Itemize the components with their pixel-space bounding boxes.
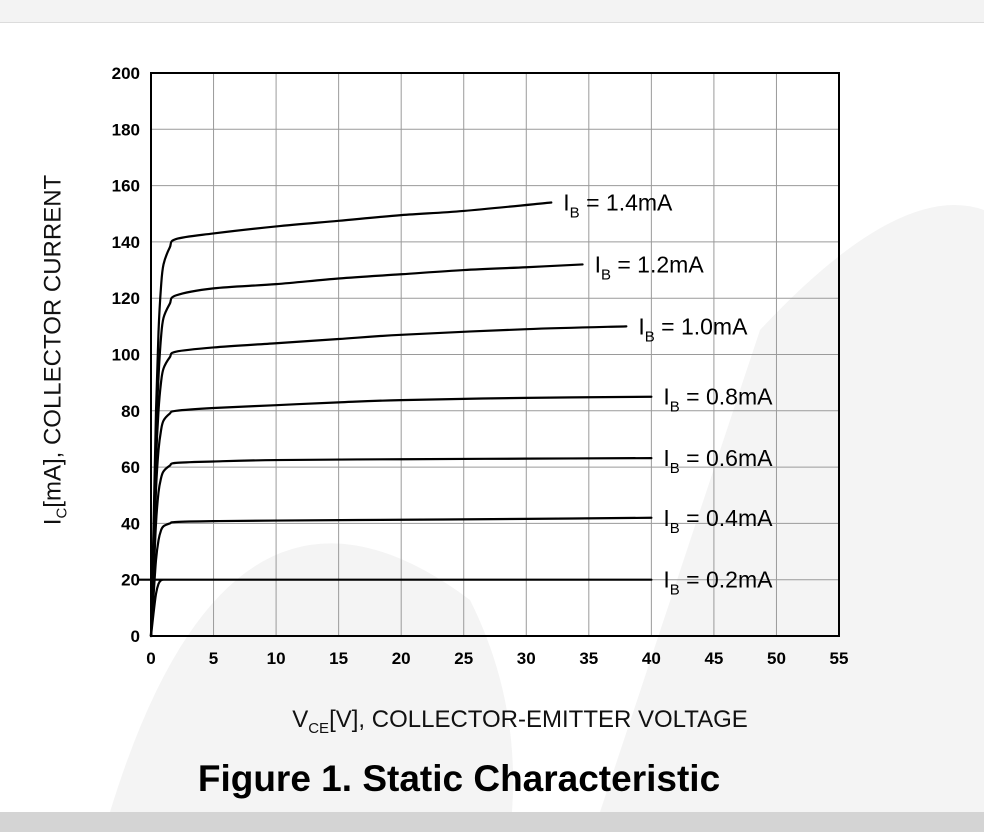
x-tick-label: 15 [329,649,348,668]
plot-frame [150,72,840,637]
curve-line [149,325,628,638]
x-tick-label: 5 [209,649,218,668]
x-axis-label: VCE[V], COLLECTOR-EMITTER VOLTAGE [292,706,748,737]
curve-labels: IB = 0.2mA IB = 0.4mA IB = 0.6mA IB = 0.8mA… [563,189,773,598]
curve-label: IB = 1.0mA [638,313,748,345]
y-tick-label: 180 [112,120,140,139]
y-tick-label: 80 [121,402,140,421]
x-tick-label: 50 [767,649,786,668]
x-tick-label: 25 [454,649,473,668]
x-tick-label: 35 [579,649,598,668]
x-tick-labels: 0 5 10 15 20 25 30 35 40 45 50 55 [146,649,848,668]
y-tick-label: 0 [131,627,140,646]
curve-label: IB = 1.2mA [595,251,705,283]
curve-label: IB = 0.2mA [663,567,773,599]
curve-label: IB = 1.4mA [563,189,673,221]
chart-area: 0 5 10 15 20 25 30 35 40 45 50 55 0 20 40 60 80 100 120 14… [112,64,849,668]
x-tick-label: 10 [267,649,286,668]
curve-line [149,516,653,638]
figure-title: Figure 1. Static Characteristic [197,758,721,799]
curve-label: IB = 0.4mA [663,505,773,537]
top-toolbar [0,0,984,23]
curve-label: IB = 0.6mA [663,445,773,477]
y-tick-labels: 0 20 40 60 80 100 120 140 160 180 200 [112,64,140,646]
curve-line [149,456,653,638]
bottom-bar [0,812,984,832]
x-tick-label: 20 [392,649,411,668]
x-tick-label: 0 [146,649,155,668]
curve-line [138,578,653,638]
x-tick-label: 55 [830,649,849,668]
x-tick-label: 30 [517,649,536,668]
y-tick-label: 120 [112,289,140,308]
x-tick-label: 40 [642,649,661,668]
curve-label: IB = 0.8mA [663,384,773,416]
y-tick-label: 60 [121,458,140,477]
y-tick-label: 100 [112,346,140,365]
y-tick-label: 140 [112,233,140,252]
grid [150,72,840,637]
y-tick-label: 40 [121,514,140,533]
y-tick-label: 200 [112,64,140,83]
y-axis-label: IC[mA], COLLECTOR CURRENT [39,174,71,526]
y-tick-label: 20 [121,571,140,590]
x-tick-label: 45 [704,649,723,668]
y-tick-label: 160 [112,177,140,196]
curves [138,201,653,638]
curve-line [149,201,553,638]
